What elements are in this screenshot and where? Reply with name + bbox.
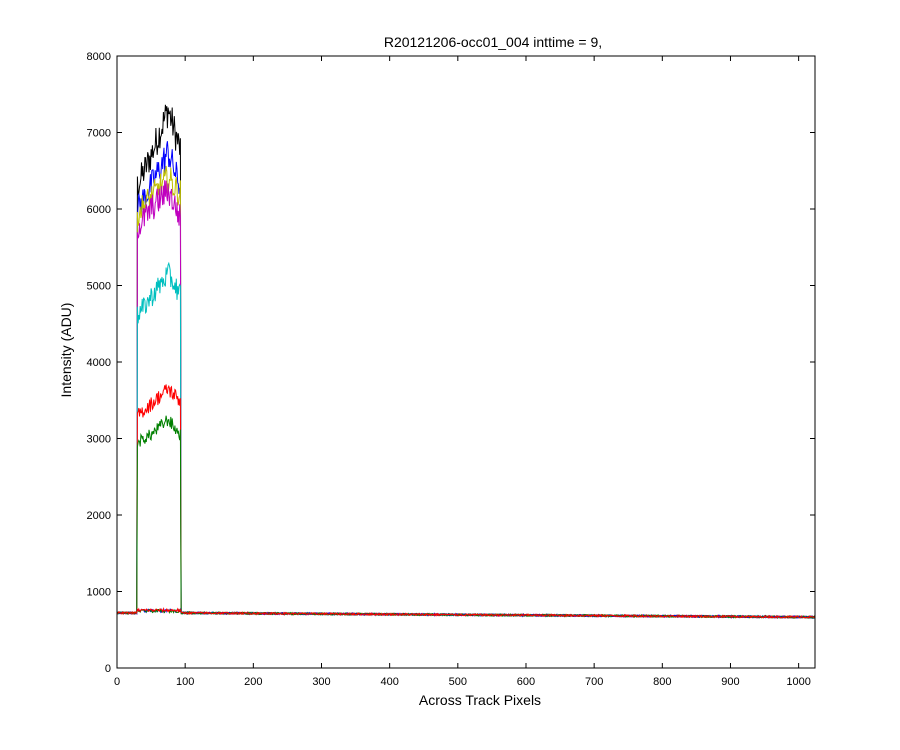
y-tick-label: 6000 bbox=[87, 204, 111, 216]
x-tick-label: 600 bbox=[517, 676, 535, 688]
y-tick-label: 0 bbox=[105, 663, 111, 675]
x-tick-label: 1000 bbox=[786, 676, 810, 688]
series-line-2 bbox=[116, 141, 816, 620]
y-tick-label: 1000 bbox=[87, 587, 111, 599]
chart-title: R20121206-occ01_004 inttime = 9, bbox=[384, 34, 602, 50]
y-axis: 0 1000 2000 3000 4000 5000 6000 7000 8000 bbox=[87, 51, 815, 675]
x-tick-label: 100 bbox=[176, 676, 194, 688]
y-tick-label: 7000 bbox=[87, 128, 111, 140]
x-tick-label: 900 bbox=[721, 676, 739, 688]
series-line-10 bbox=[116, 607, 816, 619]
series-line-5 bbox=[116, 261, 816, 619]
x-axis-label: Across Track Pixels bbox=[419, 692, 541, 708]
series-line-1 bbox=[116, 104, 816, 619]
y-axis-label: Intensity (ADU) bbox=[58, 303, 74, 398]
x-tick-label: 0 bbox=[114, 676, 120, 688]
y-tick-label: 4000 bbox=[87, 357, 111, 369]
x-axis: 0 100 200 300 400 500 600 700 800 900 1000 bbox=[114, 56, 811, 688]
x-tick-label: 200 bbox=[244, 676, 262, 688]
series-line-6 bbox=[116, 384, 816, 619]
y-tick-label: 8000 bbox=[87, 51, 111, 63]
y-tick-label: 3000 bbox=[87, 434, 111, 446]
y-tick-label: 2000 bbox=[87, 510, 111, 522]
x-tick-label: 300 bbox=[312, 676, 330, 688]
series-line-3 bbox=[116, 165, 816, 620]
series-line-4 bbox=[116, 180, 816, 619]
plot-area bbox=[116, 55, 816, 669]
x-tick-label: 500 bbox=[449, 676, 467, 688]
plot-lines bbox=[116, 104, 816, 620]
x-tick-label: 700 bbox=[585, 676, 603, 688]
series-line-7 bbox=[116, 415, 816, 619]
x-tick-label: 800 bbox=[653, 676, 671, 688]
y-tick-label: 5000 bbox=[87, 281, 111, 293]
x-tick-label: 400 bbox=[380, 676, 398, 688]
